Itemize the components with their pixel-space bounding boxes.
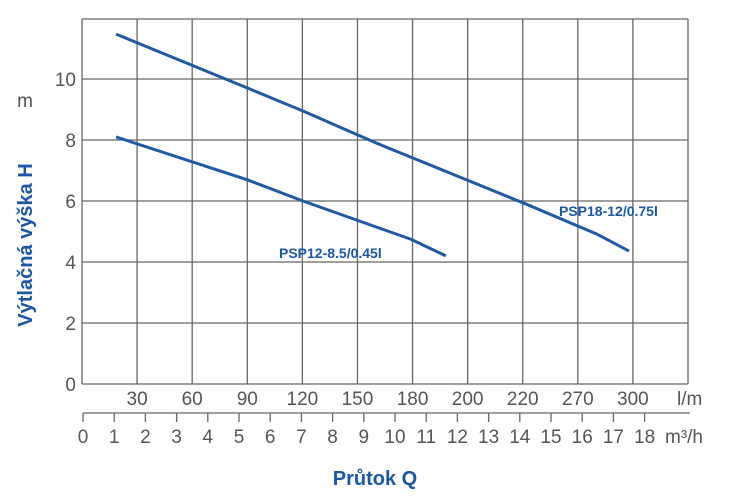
x-tick-label-lpm: 180	[397, 389, 429, 410]
x-tick-label-lpm: 120	[287, 389, 319, 410]
x-tick-label-m3h: 2	[140, 427, 151, 448]
grid	[81, 18, 689, 385]
y-unit: m	[17, 91, 33, 112]
x-tick-label-m3h: 6	[265, 427, 276, 448]
x-tick-label-lpm: 300	[617, 389, 649, 410]
x-unit-lpm: l/m	[677, 389, 702, 410]
x-tick-label-m3h: 3	[171, 427, 182, 448]
x-unit-m3h: m³/h	[665, 427, 703, 448]
series-line-0	[115, 32, 630, 253]
x-tick-label-m3h: 8	[327, 427, 338, 448]
x-tick-label-m3h: 15	[540, 427, 561, 448]
x-axis-lpm: 30 60 90 120 150 180 200 220 270 300	[127, 389, 649, 410]
x-tick-label-lpm: 220	[507, 389, 539, 410]
y-tick-label: 0	[65, 375, 76, 396]
x-tick-label-m3h: 9	[359, 427, 370, 448]
y-tick-label: 6	[65, 192, 76, 213]
x-tick-label-m3h: 18	[634, 427, 655, 448]
x-tick-label-lpm: 270	[562, 389, 594, 410]
x-tick-label-m3h: 17	[603, 427, 624, 448]
x-tick-label-m3h: 11	[416, 427, 436, 448]
x-tick-label-m3h: 13	[478, 427, 499, 448]
x-tick-label-m3h: 7	[296, 427, 307, 448]
x-tick-label-lpm: 90	[237, 389, 258, 410]
x-tick-label-m3h: 4	[203, 427, 214, 448]
x-tick-label-m3h: 12	[447, 427, 468, 448]
x-axis-m3h: 0 1 2 3 4 5 6 7 8 9 10 11 12 13 14 15 16 17 18	[78, 412, 690, 448]
y-tick-label: 8	[65, 131, 76, 152]
x-tick-label-lpm: 200	[452, 389, 484, 410]
x-tick-label-m3h: 0	[78, 427, 89, 448]
x-tick-label-m3h: 1	[109, 427, 120, 448]
y-tick-label: 2	[65, 314, 76, 335]
x-tick-label-lpm: 150	[342, 389, 374, 410]
y-tick-label: 10	[55, 70, 76, 91]
x-tick-label-lpm: 60	[182, 389, 203, 410]
x-axis-title: Průtok Q	[333, 468, 417, 490]
series-label-psp18: PSP18-12/0.75l	[559, 203, 658, 219]
x-tick-label-m3h: 5	[234, 427, 245, 448]
y-ticks: 0 2 4 6 8 10	[55, 70, 77, 396]
curves	[115, 32, 630, 258]
y-axis-title: Výtlačná výška H	[15, 163, 37, 326]
series-label-psp12: PSP12-8.5/0.45l	[279, 245, 382, 261]
series-line-1	[115, 135, 447, 258]
y-tick-label: 4	[65, 253, 76, 274]
x-tick-label-lpm: 30	[127, 389, 148, 410]
x-tick-label-m3h: 10	[384, 427, 405, 448]
x-tick-label-m3h: 14	[509, 427, 531, 448]
x-tick-label-m3h: 16	[572, 427, 593, 448]
